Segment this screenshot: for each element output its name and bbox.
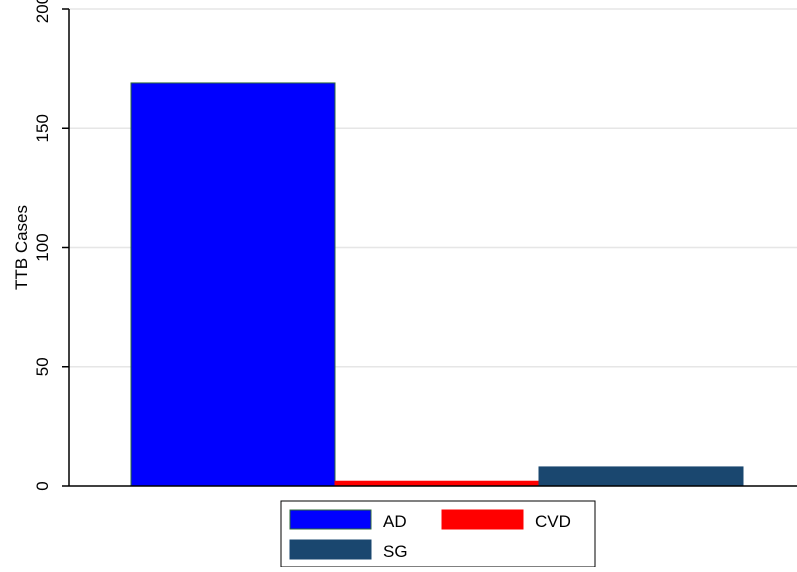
legend-swatch-sg [289, 539, 372, 560]
legend-label-sg: SG [383, 542, 408, 561]
legend-swatch-cvd [441, 509, 524, 530]
bar-ad [130, 82, 336, 487]
legend-label-ad: AD [383, 512, 407, 531]
y-tick-label: 150 [33, 114, 52, 142]
legend-swatch-ad [289, 509, 372, 530]
y-tick-label: 100 [33, 233, 52, 261]
bar-sg [538, 466, 744, 487]
bars [130, 82, 744, 487]
y-tick-label: 50 [33, 357, 52, 376]
y-tick-label: 0 [33, 481, 52, 490]
y-tick-label: 200 [33, 0, 52, 23]
y-axis-label: TTB Cases [12, 205, 31, 290]
legend: AD CVD SG [280, 500, 596, 568]
y-axis: 0 50 100 150 200 [33, 0, 797, 491]
legend-label-cvd: CVD [535, 512, 571, 531]
